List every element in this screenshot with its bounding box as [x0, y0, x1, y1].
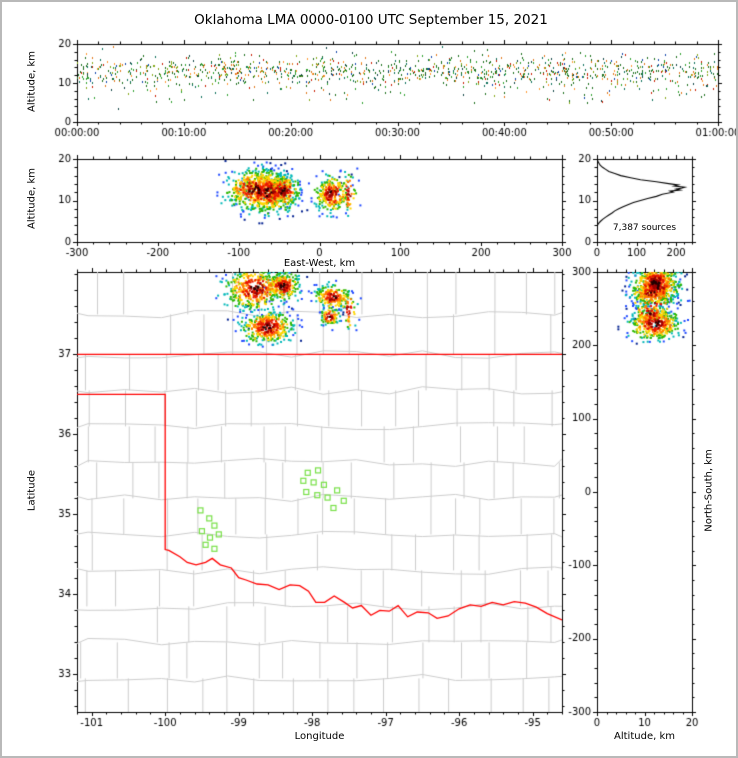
sources-count-annotation: 7,387 sources: [612, 223, 677, 233]
ew-height-ylabel: Altitude, km: [26, 168, 38, 229]
ew-height-xlabel: East-West, km: [283, 258, 356, 269]
time-height-panel: [77, 44, 718, 122]
map-ylabel: Latitude: [26, 469, 38, 512]
time-height-ylabel: Altitude, km: [26, 51, 38, 112]
figure-title: Oklahoma LMA 0000-0100 UTC September 15,…: [194, 12, 548, 28]
ns-height-xlabel: Altitude, km: [614, 731, 675, 742]
ns-height-ylabel: North-South, km: [703, 449, 715, 532]
plan-view-map-panel: [77, 272, 562, 712]
map-xlabel: Longitude: [294, 731, 345, 742]
north-south-height-panel: [597, 272, 692, 712]
east-west-height-panel: [77, 159, 562, 242]
